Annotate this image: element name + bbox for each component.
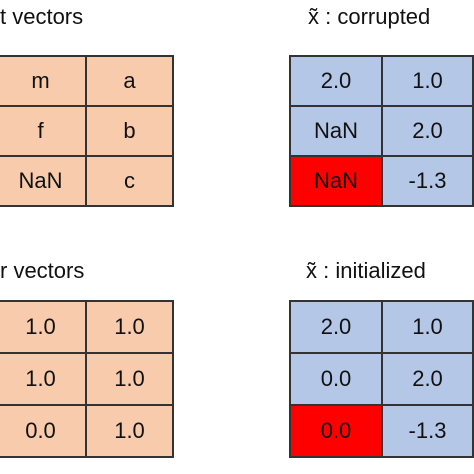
table-cell: 2.0 xyxy=(289,300,383,354)
table-cell: f xyxy=(0,105,87,157)
panel-title: t vectors xyxy=(0,4,84,29)
panel-title: x̃ : initialized xyxy=(306,258,426,283)
table-cell: 1.0 xyxy=(0,352,87,406)
table-cell: b xyxy=(85,105,174,157)
table-cell: -1.3 xyxy=(381,155,474,207)
table-cell: 2.0 xyxy=(289,55,383,107)
table-cell: 1.0 xyxy=(381,55,474,107)
table-cell: NaN xyxy=(289,105,383,157)
table-cell: a xyxy=(85,55,174,107)
panel-title: r vectors xyxy=(0,258,85,283)
table-cell: c xyxy=(85,155,174,207)
table-cell: 0.0 xyxy=(0,404,87,458)
table-cell: 1.0 xyxy=(85,300,174,354)
table-cell: NaN xyxy=(0,155,87,207)
table-cell: 1.0 xyxy=(85,352,174,406)
table-cell: 1.0 xyxy=(85,404,174,458)
table-cell: m xyxy=(0,55,87,107)
table-cell: 2.0 xyxy=(381,352,474,406)
table-cell: 0.0 xyxy=(289,352,383,406)
table-cell: 1.0 xyxy=(381,300,474,354)
table-cell: NaN xyxy=(289,155,383,207)
panel-title: x̃ : corrupted xyxy=(308,4,431,29)
table-cell: 0.0 xyxy=(289,404,383,458)
table-cell: 1.0 xyxy=(0,300,87,354)
table-cell: 2.0 xyxy=(381,105,474,157)
table-cell: -1.3 xyxy=(381,404,474,458)
